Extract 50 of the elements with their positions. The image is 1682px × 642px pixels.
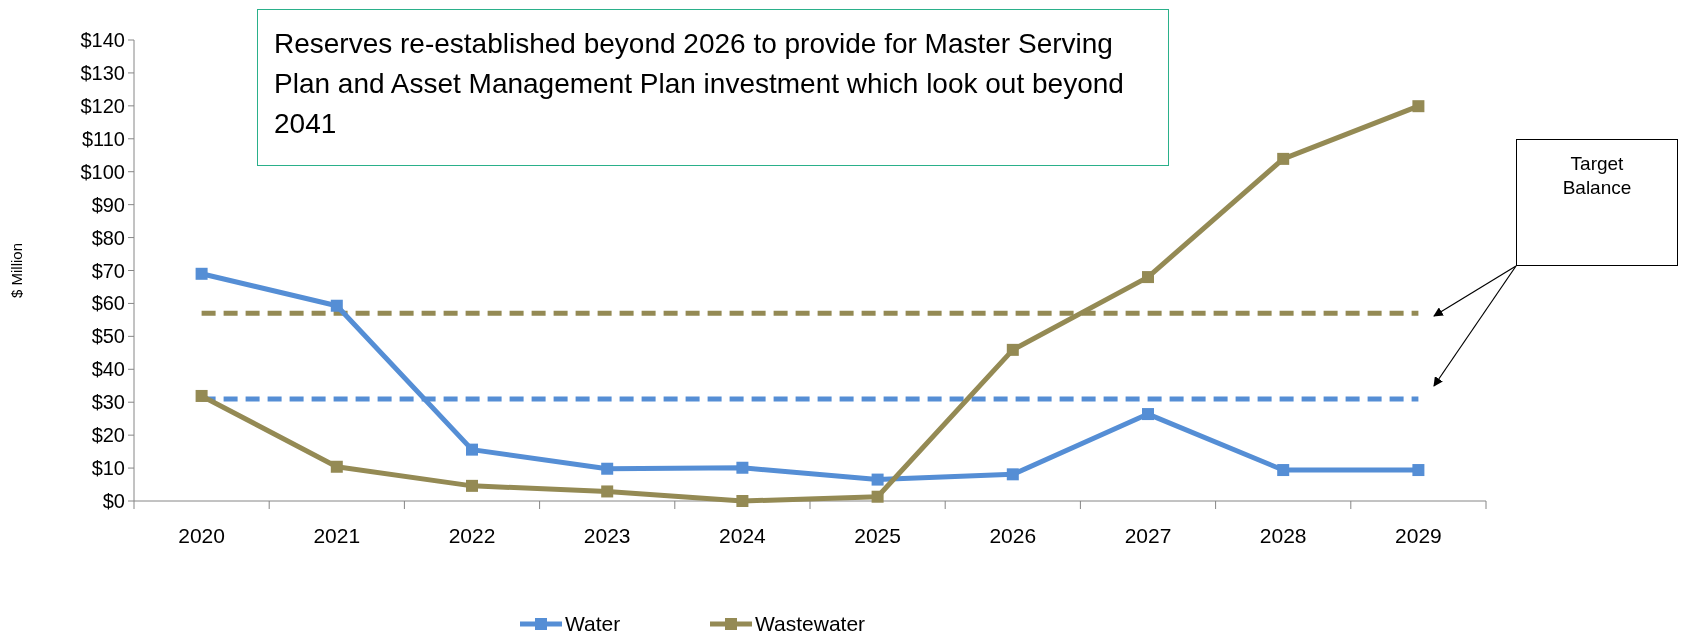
x-tick-label: 2026 — [989, 524, 1037, 547]
x-tick-label: 2020 — [178, 524, 225, 547]
y-tick-label: $30 — [91, 391, 125, 414]
point — [330, 460, 343, 473]
y-tick-label: $100 — [80, 160, 125, 183]
x-tick-label: 2029 — [1395, 524, 1442, 547]
point — [1277, 152, 1290, 165]
y-axis-title: $ Million — [8, 242, 25, 299]
point — [601, 485, 614, 498]
y-tick-label: $110 — [81, 127, 125, 150]
y-tick-label: $120 — [80, 94, 125, 117]
point — [466, 443, 478, 456]
point — [601, 462, 614, 475]
point — [1412, 464, 1425, 477]
point — [1006, 343, 1019, 356]
x-tick-label: 2024 — [719, 524, 767, 547]
x-tick-label: 2025 — [854, 524, 901, 547]
y-tick-label: $40 — [91, 358, 125, 381]
y-tick-label: $0 — [102, 490, 125, 512]
text: Target Balance — [1516, 139, 1678, 266]
x-tick-label: 2023 — [583, 524, 631, 547]
x-tick-label: 2027 — [1124, 524, 1172, 547]
x-tick-label: 2028 — [1259, 524, 1307, 547]
y-tick-label: $80 — [91, 226, 125, 249]
point — [1412, 100, 1425, 113]
point — [1277, 464, 1290, 477]
annotation: Reserves re-established beyond 2026 to provide for Master Serving Plan and Asset Management Plan investment which look out beyond 2041 — [257, 9, 1169, 166]
point — [736, 461, 749, 474]
y-tick-label: $90 — [91, 193, 125, 216]
y-tick-label: $60 — [91, 292, 125, 315]
point — [1006, 468, 1019, 481]
point — [1142, 408, 1154, 421]
point — [1142, 271, 1154, 284]
point — [466, 479, 478, 492]
y-tick-label: $10 — [91, 457, 125, 480]
point — [330, 299, 343, 312]
point — [195, 267, 208, 280]
y-tick-label: $70 — [91, 259, 125, 282]
legend-label: Water — [565, 612, 621, 636]
x-tick-label: 2022 — [448, 524, 496, 547]
y-tick-label: $130 — [80, 61, 125, 84]
y-tick-label: $50 — [91, 325, 125, 348]
x-tick-label: 2021 — [313, 524, 361, 547]
legend-label: Wastewater — [755, 612, 866, 636]
y-tick-label: $20 — [91, 424, 125, 447]
point — [736, 495, 749, 507]
point — [871, 473, 884, 486]
y-tick-label: $140 — [80, 29, 125, 51]
point — [195, 389, 208, 402]
point — [871, 490, 884, 503]
